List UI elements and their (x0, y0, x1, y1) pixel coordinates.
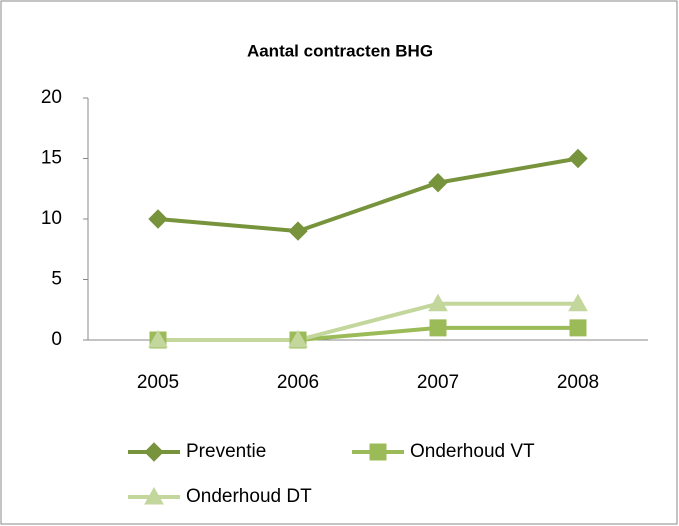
data-point (428, 172, 448, 193)
legend-marker (144, 486, 164, 505)
y-tick-label: 20 (41, 87, 62, 108)
data-point (288, 221, 308, 241)
data-point (429, 319, 447, 337)
x-tick-label: 2008 (557, 372, 599, 393)
chart-title: Aantal contracten BHG (247, 41, 433, 60)
x-tick-label: 2006 (277, 372, 319, 393)
y-tick-label: 10 (41, 208, 62, 229)
legend-label: Onderhoud VT (410, 441, 535, 462)
y-tick-label: 5 (51, 269, 62, 290)
data-point (568, 148, 588, 169)
legend-label: Onderhoud DT (186, 486, 312, 507)
legend-marker (144, 442, 164, 462)
data-point (569, 319, 587, 337)
y-tick-label: 0 (51, 329, 62, 350)
y-tick-label: 15 (41, 148, 62, 169)
x-tick-label: 2005 (137, 372, 179, 393)
legend-label: Preventie (186, 441, 266, 462)
series-line (157, 156, 579, 234)
data-point (148, 209, 168, 229)
data-point (428, 293, 448, 312)
data-point (568, 293, 588, 312)
x-tick-label: 2007 (417, 372, 459, 393)
series-line (158, 301, 578, 342)
data-point (288, 329, 308, 348)
legend-marker (369, 443, 387, 461)
data-point (148, 329, 168, 348)
